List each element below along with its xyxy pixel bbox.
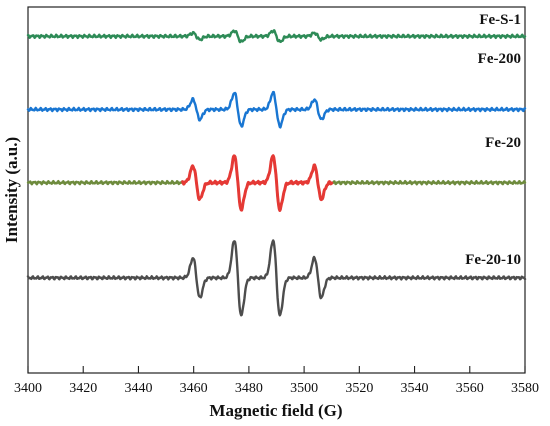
series-layer — [26, 29, 527, 317]
x-axis-label: Magnetic field (G) — [209, 401, 342, 420]
x-tick-label-3400: 3400 — [14, 381, 42, 396]
x-axis: 3400 3420 3440 3460 3480 3500 3520 3540 3560 3580 — [14, 366, 539, 396]
x-tick-label-3420: 3420 — [69, 381, 97, 396]
x-tick-label-3500: 3500 — [290, 381, 318, 396]
series-line-fe-200 — [26, 90, 527, 129]
x-tick-label-3460: 3460 — [180, 381, 208, 396]
y-axis-label: Intensity (a.u.) — [2, 137, 21, 243]
series-label-fe-s-1: Fe-S-1 — [479, 12, 521, 28]
plot-frame — [27, 6, 526, 374]
x-tick-label-3520: 3520 — [345, 381, 373, 396]
x-tick-label-3440: 3440 — [124, 381, 152, 396]
series-label-layer: Fe-S-1 Fe-200 Fe-20 Fe-20-10 — [465, 12, 521, 268]
series-label-fe-20: Fe-20 — [485, 135, 521, 151]
x-tick-label-3560: 3560 — [456, 381, 484, 396]
x-tick-label-3480: 3480 — [235, 381, 263, 396]
series-peak-segment-fe-20 — [181, 154, 334, 212]
series-line-fe-s-1 — [26, 29, 527, 44]
series-label-fe-20-10: Fe-20-10 — [465, 252, 521, 268]
x-tick-label-3580: 3580 — [511, 381, 539, 396]
x-tick-label-3540: 3540 — [401, 381, 429, 396]
series-line-fe-20-10 — [26, 239, 527, 317]
series-label-fe-200: Fe-200 — [478, 51, 521, 67]
